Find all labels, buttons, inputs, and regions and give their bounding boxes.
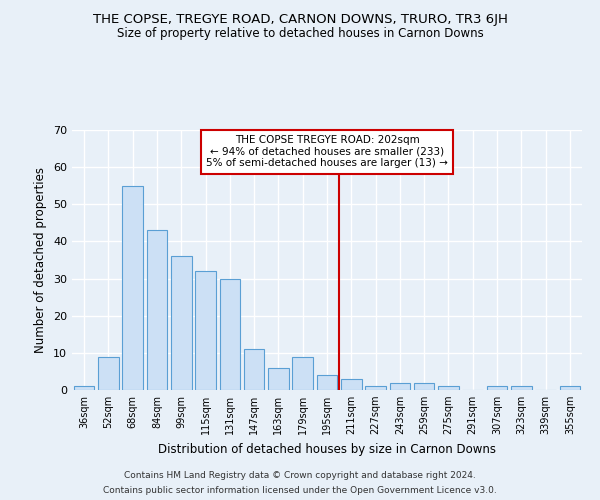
Bar xyxy=(365,386,386,390)
Bar xyxy=(560,386,580,390)
Bar xyxy=(438,386,459,390)
Bar xyxy=(341,379,362,390)
Bar xyxy=(389,382,410,390)
Bar xyxy=(292,356,313,390)
Text: THE COPSE, TREGYE ROAD, CARNON DOWNS, TRURO, TR3 6JH: THE COPSE, TREGYE ROAD, CARNON DOWNS, TR… xyxy=(92,12,508,26)
Bar xyxy=(122,186,143,390)
Bar xyxy=(98,356,119,390)
Y-axis label: Number of detached properties: Number of detached properties xyxy=(34,167,47,353)
X-axis label: Distribution of detached houses by size in Carnon Downs: Distribution of detached houses by size … xyxy=(158,442,496,456)
Text: Size of property relative to detached houses in Carnon Downs: Size of property relative to detached ho… xyxy=(116,28,484,40)
Bar xyxy=(146,230,167,390)
Text: THE COPSE TREGYE ROAD: 202sqm
← 94% of detached houses are smaller (233)
5% of s: THE COPSE TREGYE ROAD: 202sqm ← 94% of d… xyxy=(206,135,448,168)
Bar xyxy=(195,271,216,390)
Bar xyxy=(511,386,532,390)
Bar xyxy=(414,382,434,390)
Bar xyxy=(220,278,240,390)
Bar xyxy=(268,368,289,390)
Bar xyxy=(244,349,265,390)
Bar xyxy=(317,375,337,390)
Bar xyxy=(74,386,94,390)
Text: Contains public sector information licensed under the Open Government Licence v3: Contains public sector information licen… xyxy=(103,486,497,495)
Text: Contains HM Land Registry data © Crown copyright and database right 2024.: Contains HM Land Registry data © Crown c… xyxy=(124,471,476,480)
Bar xyxy=(487,386,508,390)
Bar xyxy=(171,256,191,390)
